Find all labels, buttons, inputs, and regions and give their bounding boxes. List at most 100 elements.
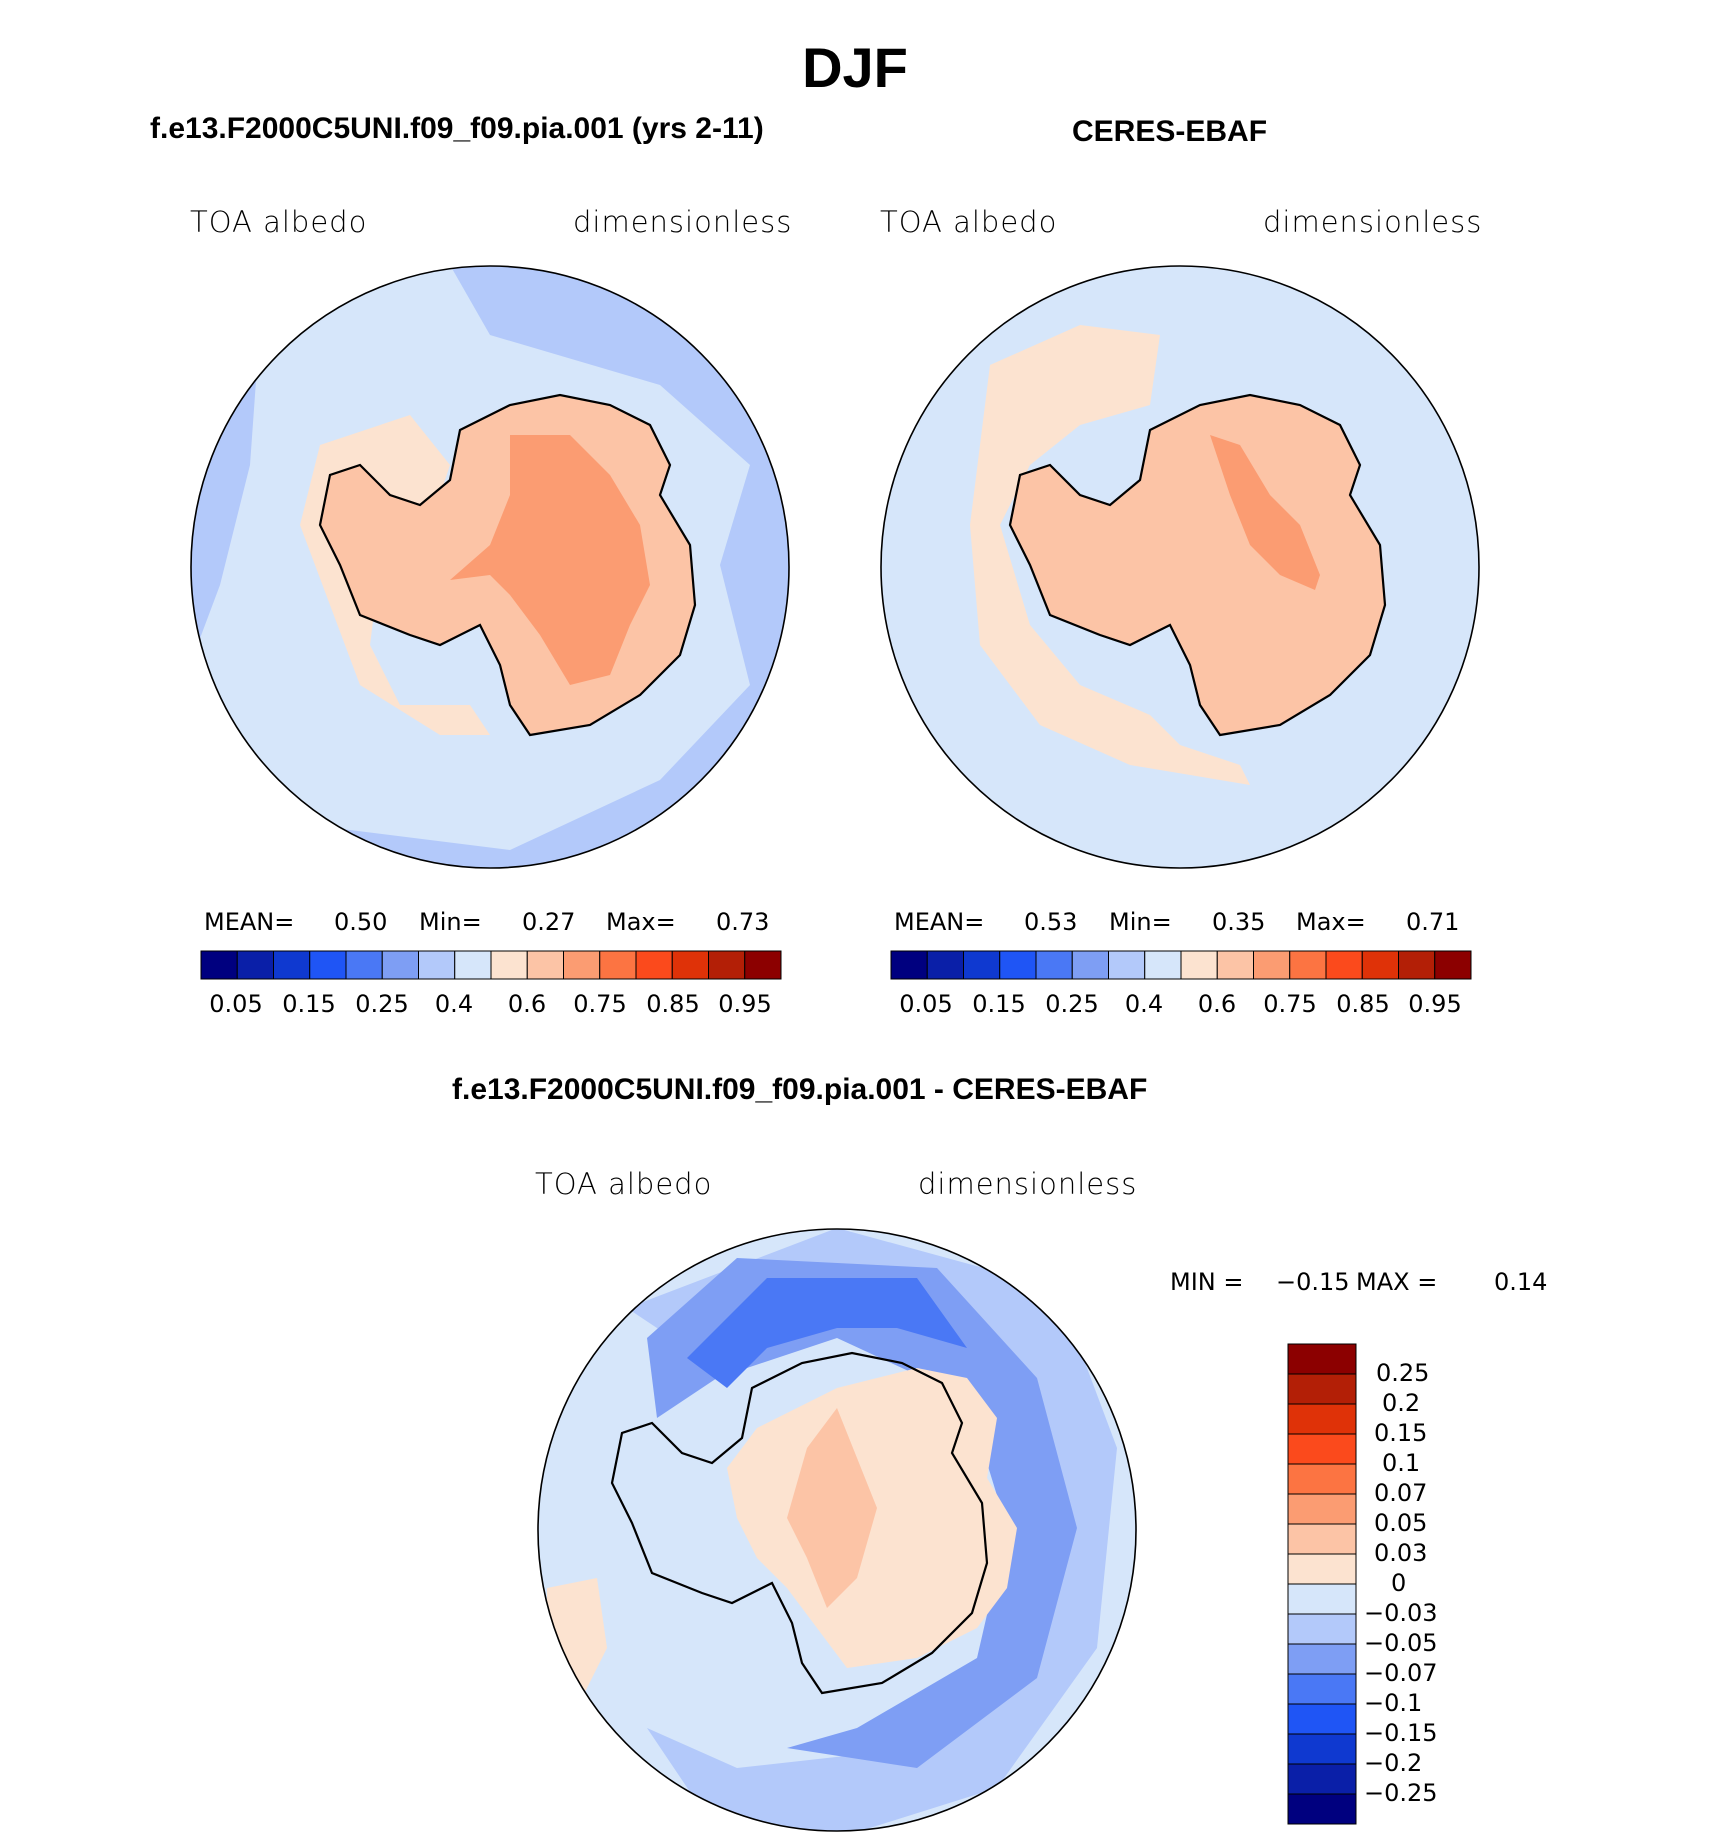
colorbar-swatch xyxy=(236,950,274,980)
colorbar-swatch xyxy=(345,950,383,980)
colorbar-swatch xyxy=(200,950,238,980)
colorbar-swatch xyxy=(1287,1433,1357,1465)
antarctica-plateau xyxy=(450,435,650,685)
colorbar-swatch xyxy=(1253,950,1291,980)
panel-1-max-label: Max= xyxy=(606,908,676,936)
colorbar-swatch xyxy=(1325,950,1363,980)
colorbar-swatch xyxy=(999,950,1037,980)
panel-1-units-label: dimensionless xyxy=(573,205,793,239)
sea-ice-zone xyxy=(970,325,1250,785)
antarctica-coastline xyxy=(1008,393,1387,737)
panel-2-colorbar-tick: 0.6 xyxy=(1197,990,1237,1018)
colorbar-swatch xyxy=(1180,950,1218,980)
colorbar-swatch xyxy=(1289,950,1327,980)
colorbar-swatch xyxy=(1287,1673,1357,1705)
panel-1-colorbar-tick: 0.05 xyxy=(209,990,263,1018)
colorbar-swatch xyxy=(1434,950,1472,980)
colorbar-swatch xyxy=(1144,950,1182,980)
difference-colorbar-tick: 0.07 xyxy=(1374,1479,1428,1507)
colorbar-swatch xyxy=(1287,1613,1357,1645)
colorbar-swatch xyxy=(1361,950,1399,980)
difference-colorbar-tick: 0.15 xyxy=(1374,1419,1428,1447)
panel-2-colorbar-tick: 0.05 xyxy=(899,990,953,1018)
colorbar-swatch xyxy=(635,950,673,980)
colorbar-swatch xyxy=(1108,950,1146,980)
panel-2-colorbar-tick: 0.15 xyxy=(972,990,1026,1018)
difference-colorbar xyxy=(1287,1343,1357,1825)
colorbar-swatch xyxy=(890,950,928,980)
antarctica-plateau-ridge xyxy=(1210,435,1320,590)
panel-2-colorbar-tick: 0.75 xyxy=(1263,990,1317,1018)
colorbar-swatch xyxy=(1287,1583,1357,1615)
difference-min-label: MIN = xyxy=(1170,1268,1244,1296)
colorbar-swatch xyxy=(599,950,637,980)
panel-1-colorbar-tick: 0.95 xyxy=(718,990,772,1018)
map-boundary xyxy=(537,1228,1137,1832)
panel-1-variable-label: TOA albedo xyxy=(190,205,368,239)
colorbar-swatch xyxy=(1287,1643,1357,1675)
colorbar-swatch xyxy=(671,950,709,980)
panel-1-colorbar xyxy=(200,950,782,980)
difference-colorbar-tick: −0.05 xyxy=(1364,1629,1438,1657)
difference-colorbar-tick: 0.1 xyxy=(1382,1449,1421,1477)
panel-1-mean-label: MEAN= xyxy=(204,908,295,936)
difference-colorbar-tick: −0.03 xyxy=(1364,1599,1438,1627)
difference-max-value: 0.14 xyxy=(1494,1268,1548,1296)
panel-2-variable-label: TOA albedo xyxy=(880,205,1058,239)
colorbar-swatch xyxy=(1287,1553,1357,1585)
panel-2-units-label: dimensionless xyxy=(1263,205,1483,239)
panel-1-colorbar-tick: 0.75 xyxy=(573,990,627,1018)
panel-1-title: f.e13.F2000C5UNI.f09_f09.pia.001 (yrs 2-… xyxy=(150,112,764,145)
panel-2-max-value: 0.71 xyxy=(1406,908,1460,936)
figure-title: DJF xyxy=(802,36,908,99)
colorbar-swatch xyxy=(1216,950,1254,980)
panel-2-mean-label: MEAN= xyxy=(894,908,985,936)
difference-colorbar-tick: −0.2 xyxy=(1364,1749,1423,1777)
colorbar-swatch xyxy=(1035,950,1073,980)
panel-1-colorbar-tick: 0.4 xyxy=(434,990,474,1018)
positive-core-anomaly xyxy=(787,1408,877,1608)
panel-2-colorbar-tick: 0.4 xyxy=(1124,990,1164,1018)
difference-title: f.e13.F2000C5UNI.f09_f09.pia.001 - CERES… xyxy=(452,1073,1148,1106)
colorbar-swatch xyxy=(1287,1343,1357,1375)
difference-albedo-map xyxy=(537,1228,1137,1832)
difference-colorbar-tick: 0.25 xyxy=(1376,1359,1430,1387)
panel-2-colorbar-tick: 0.95 xyxy=(1408,990,1462,1018)
difference-colorbar-tick: −0.25 xyxy=(1364,1779,1438,1807)
panel-2-min-value: 0.35 xyxy=(1212,908,1266,936)
colorbar-swatch xyxy=(926,950,964,980)
colorbar-swatch xyxy=(1287,1793,1357,1825)
colorbar-swatch xyxy=(418,950,456,980)
panel-1-colorbar-tick: 0.6 xyxy=(507,990,547,1018)
colorbar-swatch xyxy=(1287,1493,1357,1525)
panel-2-colorbar-tick: 0.25 xyxy=(1045,990,1099,1018)
colorbar-swatch xyxy=(273,950,311,980)
panel-1-colorbar-tick: 0.85 xyxy=(646,990,700,1018)
colorbar-swatch xyxy=(1287,1523,1357,1555)
difference-min-value: −0.15 xyxy=(1276,1268,1350,1296)
colorbar-swatch xyxy=(708,950,746,980)
colorbar-swatch xyxy=(1398,950,1436,980)
panel-2-mean-value: 0.53 xyxy=(1024,908,1078,936)
colorbar-swatch xyxy=(963,950,1001,980)
colorbar-swatch xyxy=(1287,1403,1357,1435)
difference-colorbar-tick: 0.05 xyxy=(1374,1509,1428,1537)
difference-colorbar-tick: −0.15 xyxy=(1364,1719,1438,1747)
ceres-albedo-map xyxy=(880,265,1480,869)
difference-colorbar-tick: −0.1 xyxy=(1364,1689,1423,1717)
panel-1-colorbar-tick: 0.25 xyxy=(355,990,409,1018)
colorbar-swatch xyxy=(1071,950,1109,980)
colorbar-swatch xyxy=(1287,1763,1357,1795)
colorbar-swatch xyxy=(490,950,528,980)
colorbar-swatch xyxy=(1287,1733,1357,1765)
panel-2-max-label: Max= xyxy=(1296,908,1366,936)
strong-negative-band xyxy=(687,1278,967,1388)
panel-1-min-label: Min= xyxy=(419,908,482,936)
colorbar-swatch xyxy=(1287,1463,1357,1495)
antarctica-coastline xyxy=(318,393,697,737)
difference-colorbar-tick: −0.07 xyxy=(1364,1659,1438,1687)
difference-max-label: MAX = xyxy=(1356,1268,1438,1296)
difference-colorbar-tick: 0.2 xyxy=(1382,1389,1421,1417)
panel-1-colorbar-tick: 0.15 xyxy=(282,990,336,1018)
panel-2-colorbar xyxy=(890,950,1472,980)
